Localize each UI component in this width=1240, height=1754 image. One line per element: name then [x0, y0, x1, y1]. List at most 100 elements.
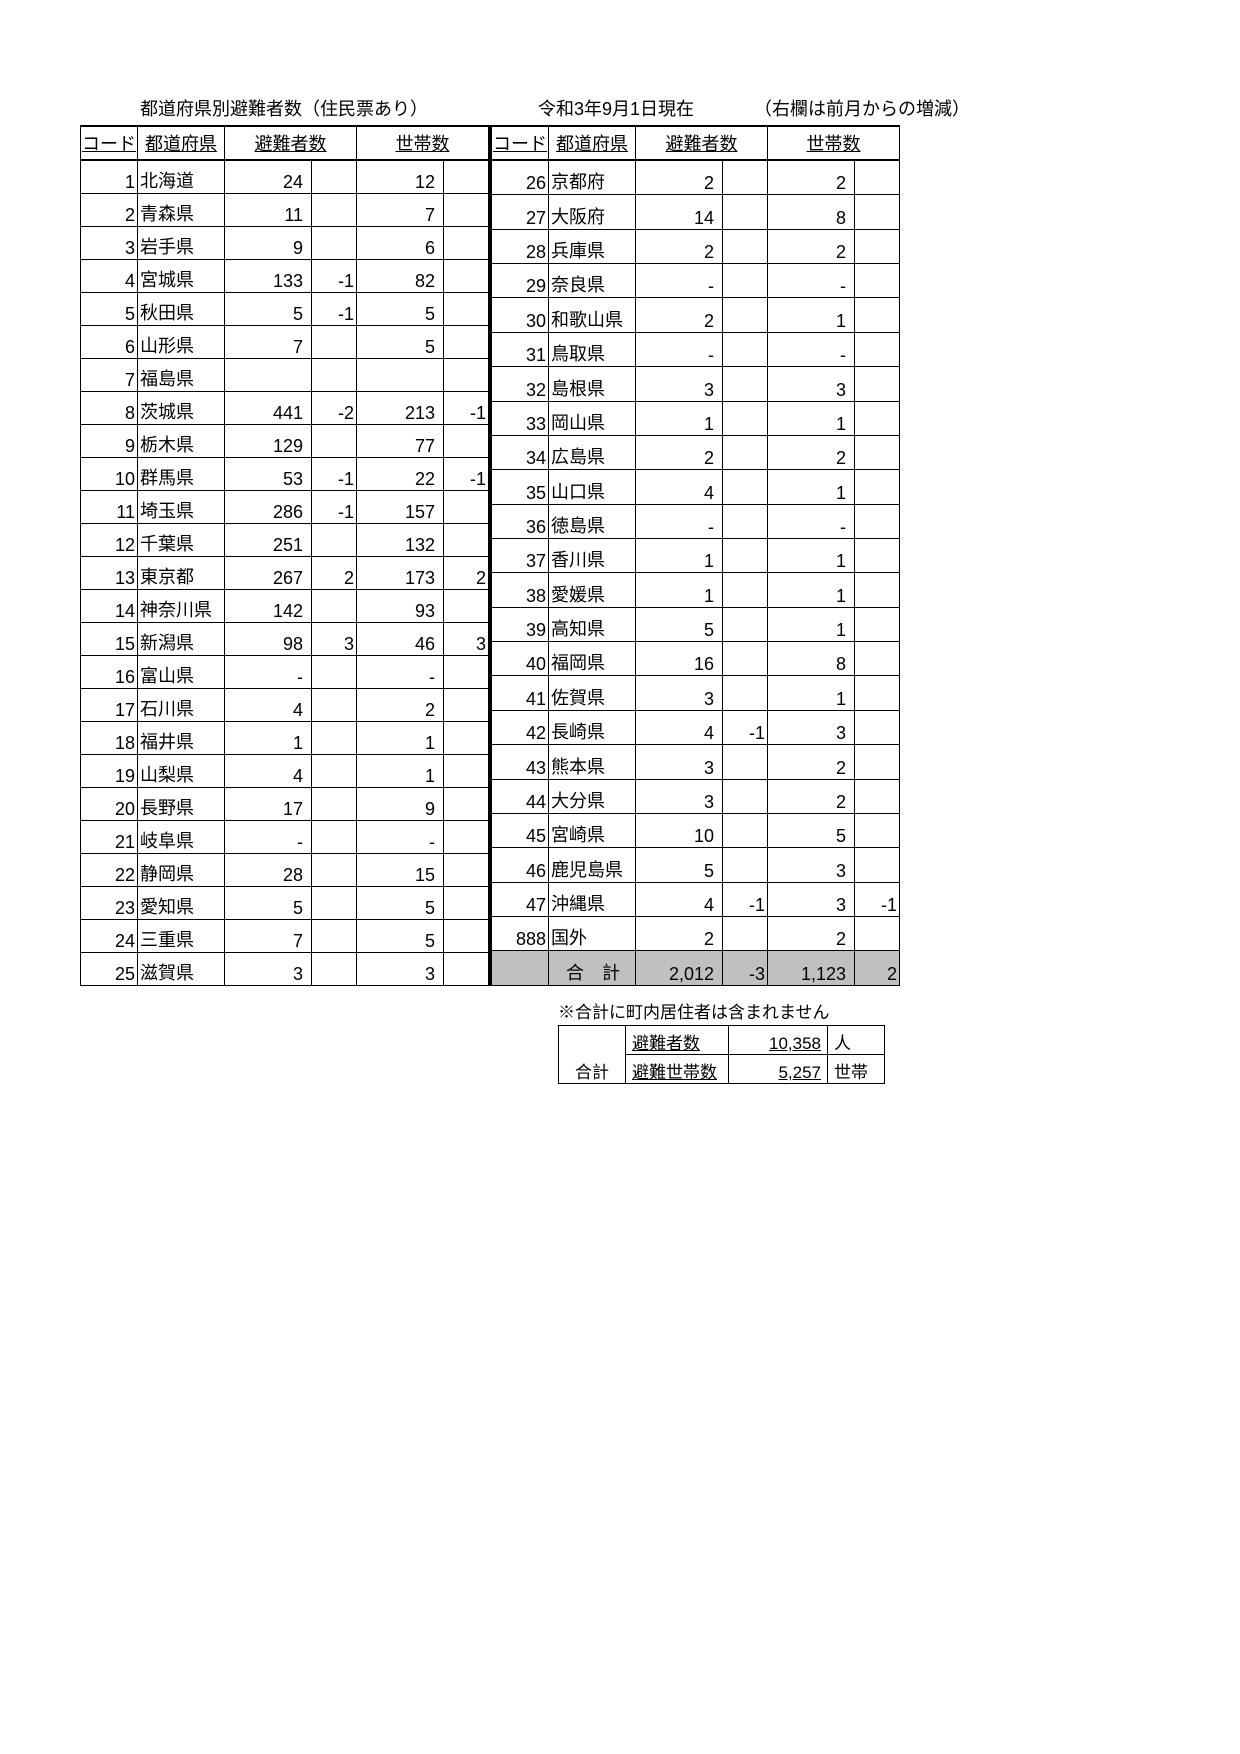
table-row: 17石川県42: [81, 689, 490, 722]
total-row: 合 計2,012-31,1232: [491, 951, 900, 986]
cell-code: 31: [491, 332, 549, 366]
table-row: 18福井県11: [81, 722, 490, 755]
cell-code: 18: [81, 722, 138, 755]
cell-chg: -1: [312, 458, 357, 491]
cell-chg: [312, 755, 357, 788]
cell-chg2: [444, 227, 490, 260]
cell-chg2: -1: [444, 392, 490, 425]
title-left: 都道府県別避難者数（住民票あり）: [140, 95, 428, 121]
cell-pref: 大分県: [549, 779, 636, 813]
cell-code: 33: [491, 401, 549, 435]
cell-pref: 山形県: [138, 326, 225, 359]
cell-code: 17: [81, 689, 138, 722]
cell-val: 2: [636, 298, 723, 332]
cell-val: 3: [636, 779, 723, 813]
cell-pref: 高知県: [549, 607, 636, 641]
cell-chg: [312, 326, 357, 359]
summary-households-value: 5,257: [729, 1055, 828, 1084]
cell-val2: -: [768, 504, 855, 538]
table-row: 16富山県--: [81, 656, 490, 689]
cell-code: 1: [81, 160, 138, 194]
cell-chg2: [855, 229, 900, 263]
table-row: 41佐賀県31: [491, 676, 900, 710]
table-row: 47沖縄県4-13-1: [491, 882, 900, 916]
table-row: 7福島県: [81, 359, 490, 392]
cell-chg: [723, 367, 768, 401]
cell-chg: [312, 722, 357, 755]
cell-val2: -: [768, 332, 855, 366]
cell-chg: -1: [312, 491, 357, 524]
cell-val2: 3: [768, 710, 855, 744]
cell-val: 3: [636, 367, 723, 401]
prefecture-table: コード 都道府県 避難者数 世帯数 1北海道24122青森県1173岩手県964…: [80, 125, 1160, 986]
table-row: 45宮崎県105: [491, 813, 900, 847]
cell-chg: [723, 848, 768, 882]
cell-code: 34: [491, 435, 549, 469]
cell-val2: 2: [768, 435, 855, 469]
cell-code: 22: [81, 854, 138, 887]
cell-val: [225, 359, 312, 392]
cell-pref: 国外: [549, 916, 636, 950]
cell-code: 30: [491, 298, 549, 332]
cell-chg: [312, 689, 357, 722]
table-row: 23愛知県55: [81, 887, 490, 920]
header-households: 世帯数: [357, 126, 490, 160]
cell-chg: [312, 920, 357, 953]
summary-evacuees-unit: 人: [828, 1026, 885, 1055]
cell-chg: [312, 656, 357, 689]
cell-chg2: [444, 260, 490, 293]
table-row: 13東京都26721732: [81, 557, 490, 590]
cell-code: 37: [491, 538, 549, 572]
table-row: 40福岡県168: [491, 642, 900, 676]
cell-pref: 福岡県: [549, 642, 636, 676]
cell-code: 25: [81, 953, 138, 986]
cell-val2: -: [357, 656, 444, 689]
cell-chg2: [855, 435, 900, 469]
summary-evacuees-key: 避難者数: [626, 1026, 729, 1055]
cell-val2: -: [357, 821, 444, 854]
cell-pref: 長野県: [138, 788, 225, 821]
cell-chg: -1: [723, 710, 768, 744]
cell-chg2: [444, 160, 490, 194]
cell-pref: 石川県: [138, 689, 225, 722]
table-row: 26京都府22: [491, 160, 900, 195]
cell-val: -: [225, 656, 312, 689]
cell-chg2: [444, 755, 490, 788]
cell-pref: 香川県: [549, 538, 636, 572]
cell-chg: [312, 359, 357, 392]
cell-pref: 沖縄県: [549, 882, 636, 916]
cell-chg: [723, 435, 768, 469]
cell-val: 4: [225, 755, 312, 788]
table-row: 22静岡県2815: [81, 854, 490, 887]
cell-val2: 1: [768, 538, 855, 572]
cell-val: 3: [636, 745, 723, 779]
cell-val2: 5: [357, 920, 444, 953]
summary-table: 合計 避難者数 10,358 人 避難世帯数 5,257 世帯: [558, 1025, 885, 1084]
cell-val2: 2: [768, 779, 855, 813]
cell-chg: 3: [312, 623, 357, 656]
cell-val: 286: [225, 491, 312, 524]
cell-pref: 宮城県: [138, 260, 225, 293]
cell-val: 9: [225, 227, 312, 260]
cell-val2: 82: [357, 260, 444, 293]
cell-chg2: [444, 722, 490, 755]
cell-chg2: [855, 195, 900, 229]
cell-code: 29: [491, 264, 549, 298]
title-row: 都道府県別避難者数（住民票あり） 令和3年9月1日現在 （右欄は前月からの増減）: [80, 95, 1160, 121]
cell-pref: 岩手県: [138, 227, 225, 260]
cell-chg2: 2: [444, 557, 490, 590]
cell-chg: [723, 504, 768, 538]
cell-pref: 山口県: [549, 470, 636, 504]
cell-val2: 2: [768, 160, 855, 195]
cell-chg2: -1: [855, 882, 900, 916]
cell-chg: [312, 887, 357, 920]
cell-val: 2: [636, 916, 723, 950]
cell-chg2: [855, 607, 900, 641]
cell-code: 41: [491, 676, 549, 710]
title-mid: 令和3年9月1日現在: [538, 95, 694, 121]
cell-code: 38: [491, 573, 549, 607]
cell-pref: 富山県: [138, 656, 225, 689]
cell-chg2: [444, 524, 490, 557]
cell-code: 32: [491, 367, 549, 401]
cell-val2: 15: [357, 854, 444, 887]
